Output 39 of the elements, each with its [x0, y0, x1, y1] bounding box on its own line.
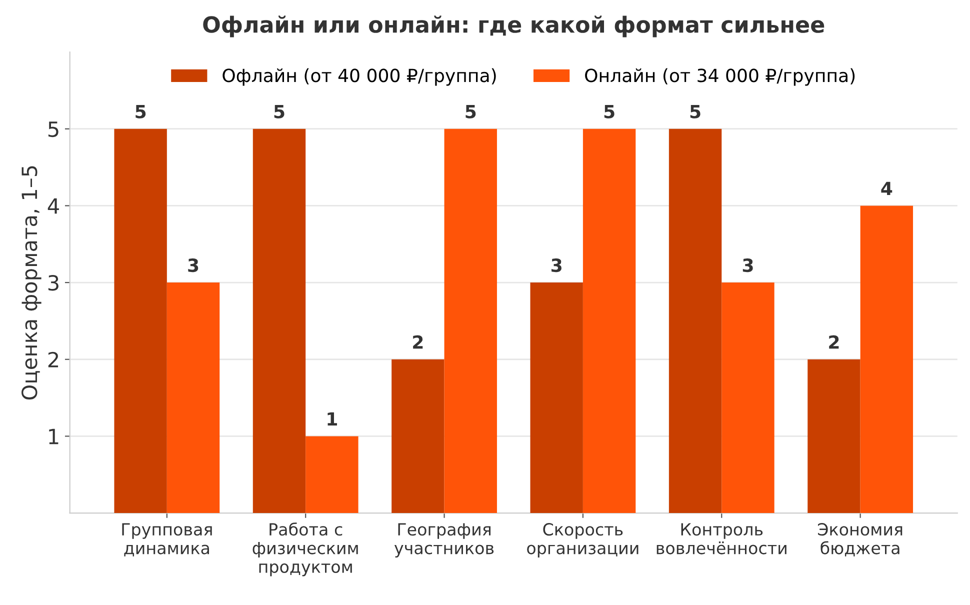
- data-label: 3: [188, 258, 198, 272]
- x-tick-label: Экономия бюджета: [818, 523, 902, 556]
- legend-label: Офлайн (от 40 000 ₽/группа): [222, 68, 496, 86]
- bar: [860, 206, 914, 514]
- x-tick-label: Групповая динамика: [122, 523, 212, 556]
- legend-label: Онлайн (от 34 000 ₽/группа): [585, 68, 855, 86]
- data-label: 3: [552, 258, 562, 272]
- data-label: 1: [328, 412, 337, 426]
- x-tick-label: География участников: [394, 523, 494, 558]
- y-tick-label: 1: [49, 428, 58, 444]
- data-label: 5: [136, 105, 146, 118]
- y-tick-label: 4: [48, 198, 59, 214]
- data-label: 3: [742, 258, 753, 272]
- bar: [530, 282, 583, 514]
- bar: [306, 436, 358, 514]
- bar: [444, 128, 497, 514]
- data-label: 5: [466, 105, 476, 118]
- bar: [392, 359, 444, 514]
- data-label: 5: [274, 105, 284, 118]
- bar: [252, 128, 306, 514]
- y-tick-label: 2: [48, 352, 58, 368]
- data-label: 4: [881, 182, 892, 195]
- y-tick-label: 5: [48, 122, 58, 138]
- data-label: 2: [829, 335, 839, 349]
- bar: [114, 128, 167, 514]
- y-axis-title: Оценка формата, 1–5: [22, 166, 42, 400]
- bar: [668, 128, 722, 514]
- data-label: 5: [690, 105, 700, 118]
- bar: [722, 282, 774, 514]
- y-tick-label: 3: [48, 274, 58, 291]
- bar: [166, 282, 220, 514]
- x-tick-label: Скорость организации: [527, 523, 638, 558]
- bar: [582, 128, 636, 514]
- data-label: 2: [413, 335, 423, 349]
- x-tick-label: Контроль вовлечённости: [656, 523, 786, 554]
- bar: [808, 359, 860, 514]
- x-tick-label: Работа с физическим продуктом: [252, 522, 358, 576]
- data-label: 5: [604, 105, 614, 118]
- chart-title: Офлайн или онлайн: где какой формат сильнее: [203, 16, 824, 38]
